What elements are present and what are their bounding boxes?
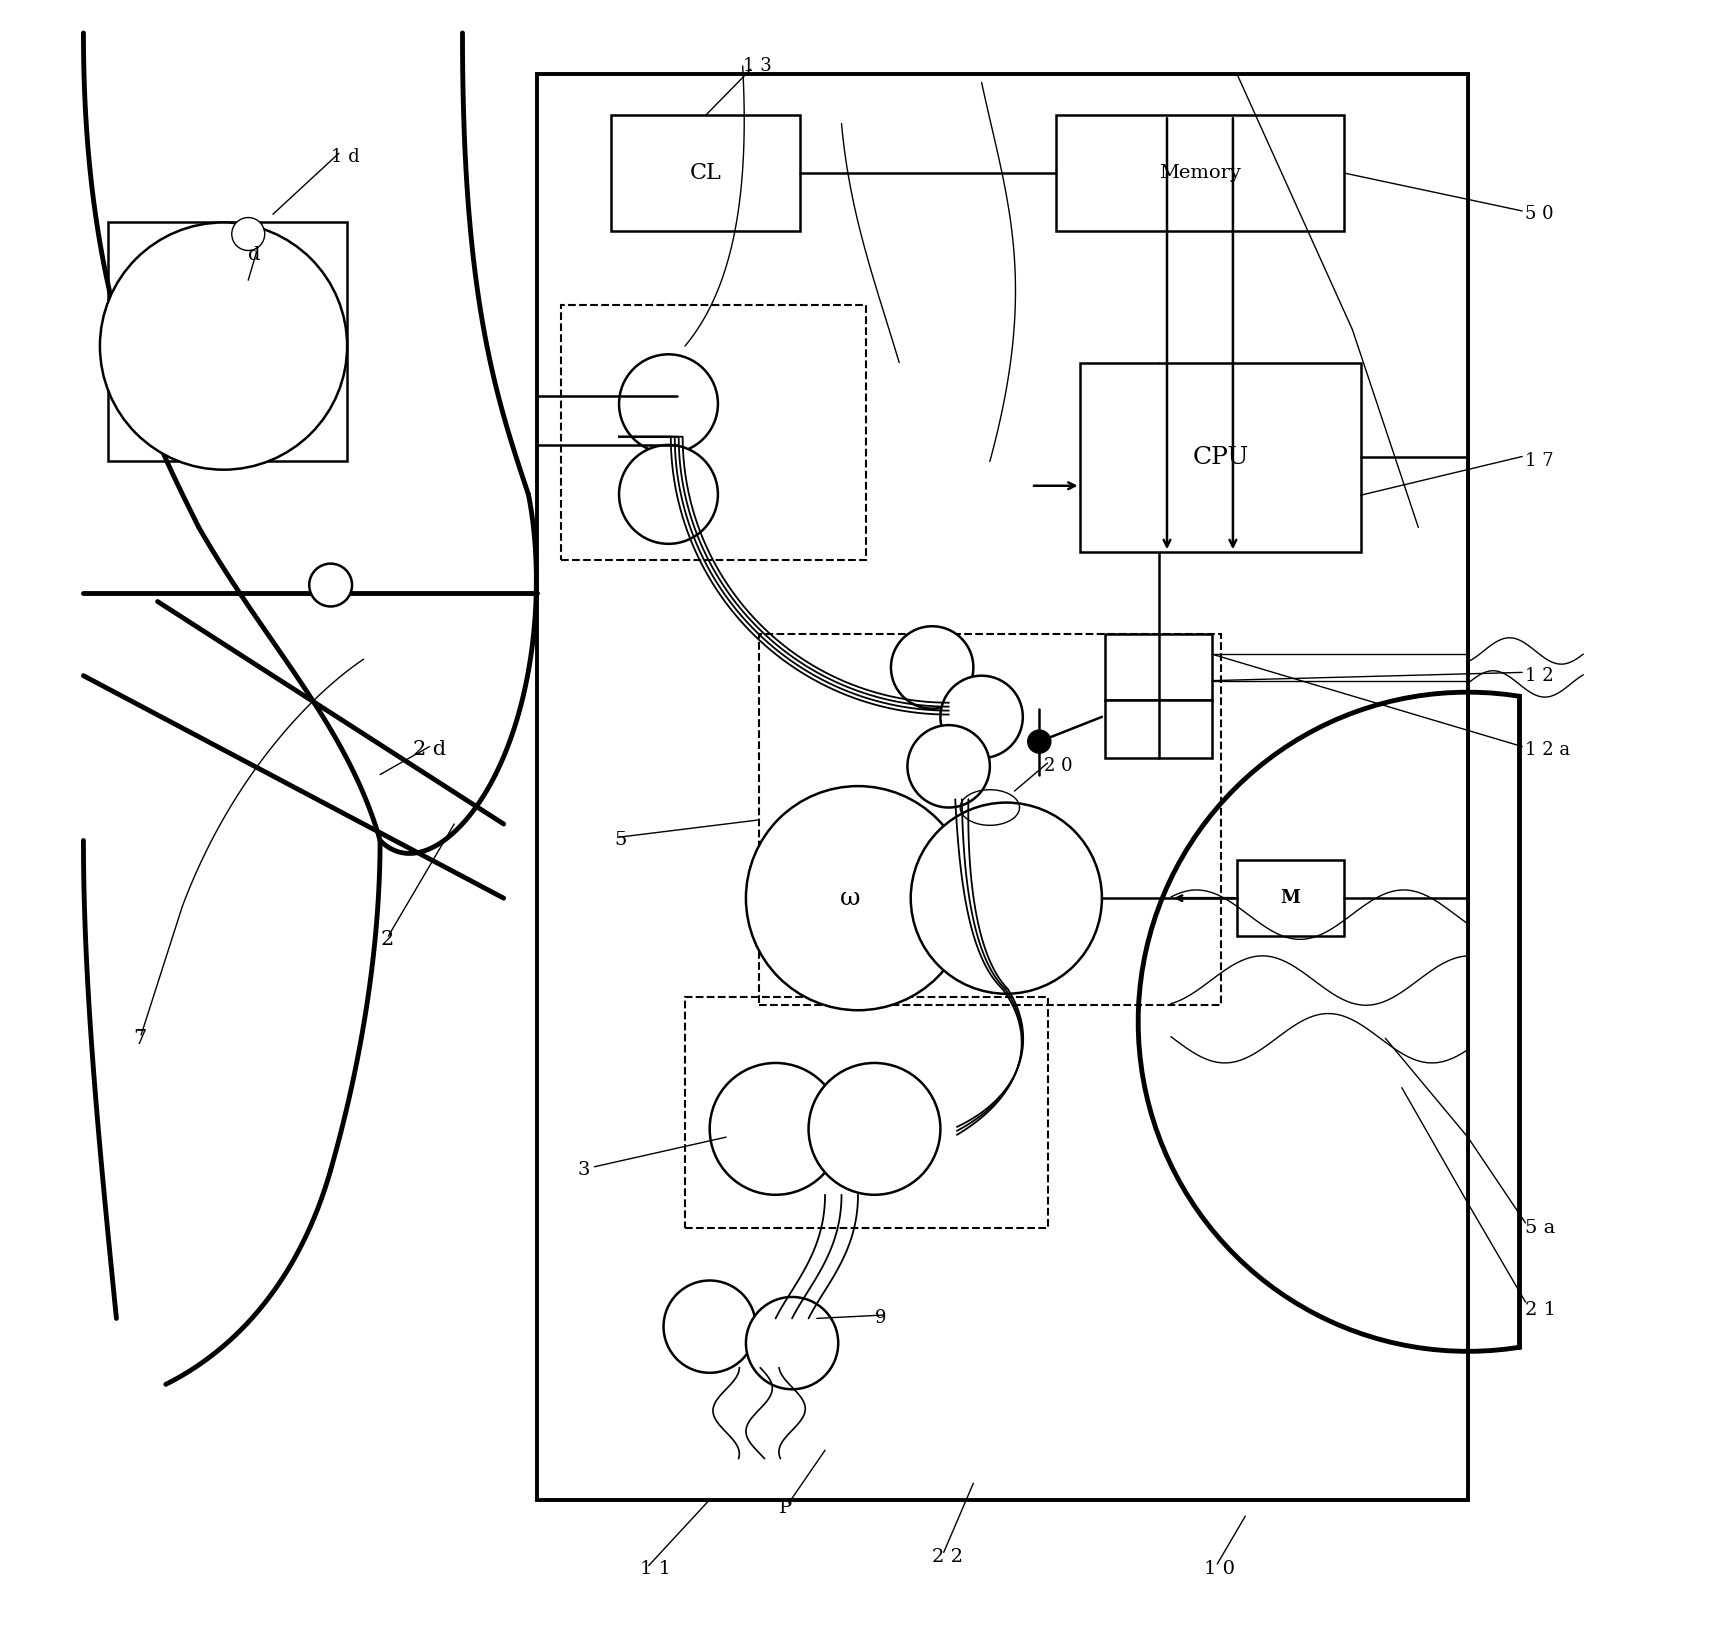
Text: 1 2: 1 2 [1526,667,1555,684]
Bar [561,305,867,560]
Bar [108,222,347,461]
Circle shape [309,564,352,606]
Text: 2 1: 2 1 [1526,1302,1556,1318]
Bar [611,115,800,231]
Text: ω: ω [839,887,860,910]
Circle shape [619,445,717,544]
Circle shape [710,1063,841,1195]
Bar [537,74,1467,1500]
Circle shape [664,1280,755,1373]
Circle shape [891,626,973,709]
Circle shape [746,786,970,1010]
Text: 2: 2 [379,929,393,949]
Text: 1 0: 1 0 [1205,1561,1236,1577]
Bar [758,634,1220,1005]
Bar [1237,860,1344,936]
Bar [1105,634,1211,700]
Circle shape [808,1063,940,1195]
Text: 1 3: 1 3 [743,58,772,74]
Text: CPU: CPU [1193,447,1249,468]
Text: 1 1: 1 1 [640,1561,671,1577]
Circle shape [619,354,717,453]
Text: 1 d: 1 d [331,148,359,165]
Text: Memory: Memory [1158,165,1241,181]
Text: 5: 5 [614,832,626,849]
Text: 2 2: 2 2 [932,1549,963,1566]
Circle shape [100,222,347,470]
Text: 5 0: 5 0 [1526,206,1555,222]
Text: d: d [249,247,261,264]
Text: 5 a: 5 a [1526,1220,1556,1236]
Text: 9: 9 [875,1310,885,1327]
Text: P: P [779,1500,793,1516]
Text: 1 7: 1 7 [1526,453,1555,470]
Text: 2 d: 2 d [414,740,446,760]
Text: 7: 7 [132,1028,146,1048]
Text: 2 0: 2 0 [1045,758,1072,775]
Circle shape [232,218,264,250]
Bar [1081,363,1361,552]
Circle shape [1028,730,1050,753]
Circle shape [911,803,1102,994]
Circle shape [746,1297,837,1389]
Text: M: M [1280,890,1301,906]
Text: 3: 3 [578,1162,590,1178]
Circle shape [908,725,990,808]
Bar [1105,700,1211,758]
Text: 1 2 a: 1 2 a [1526,742,1570,758]
Bar [1055,115,1344,231]
Circle shape [940,676,1023,758]
Text: CL: CL [690,162,721,185]
Bar [685,997,1047,1228]
